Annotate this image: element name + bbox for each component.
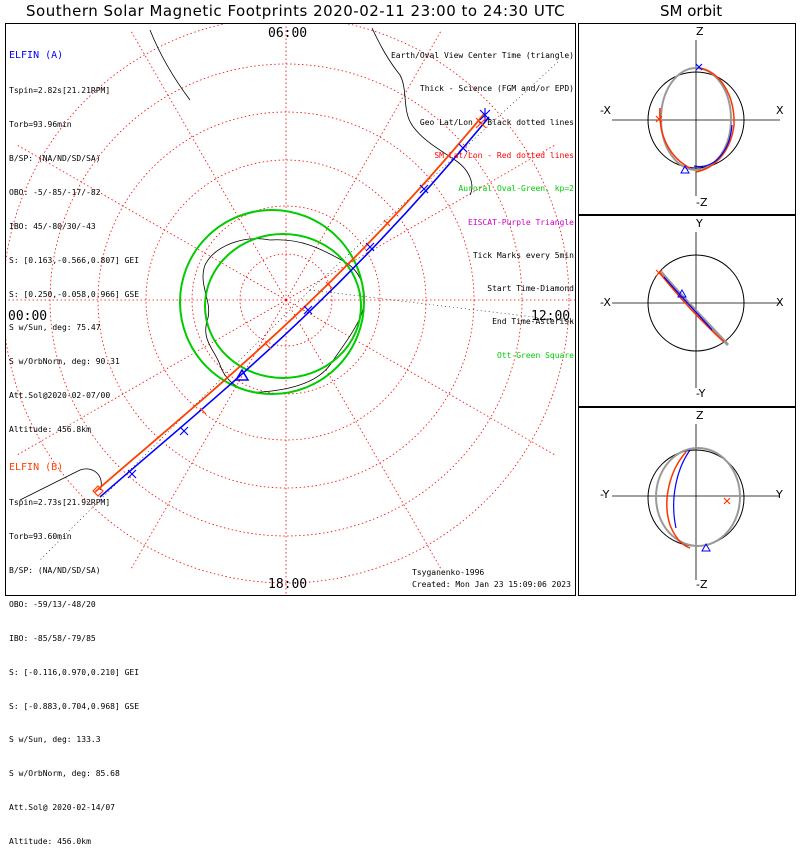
clock-label-18: 18:00 bbox=[268, 577, 308, 592]
orbit-panel-xz bbox=[578, 23, 796, 215]
track-a-ticks bbox=[127, 143, 468, 479]
elfin-b-line: S: [-0.116,0.970,0.210] GEI bbox=[9, 667, 140, 677]
track-b-start-diamond bbox=[92, 485, 104, 497]
elfin-a-line: IBO: 45/-80/30/-43 bbox=[9, 221, 96, 231]
legend-item: Geo Lat/Lon - Black dotted lines bbox=[419, 117, 574, 127]
legend-item: Thick - Science (FGM and/or EPD) bbox=[419, 84, 574, 94]
track-b-end-asterisk bbox=[475, 117, 487, 129]
elfin-a-line: Tspin=2.82s[21.21RPM] bbox=[9, 86, 111, 96]
sm-lat-ring bbox=[239, 253, 333, 347]
model-credit: Tsyganenko-1996 bbox=[412, 568, 485, 577]
orbit-xy bbox=[612, 232, 780, 388]
elfin-a-line: S: [0.163,-0.566,0.807] GEI bbox=[9, 255, 140, 265]
elfin-b-line: S w/OrbNorm, deg: 85.68 bbox=[9, 769, 120, 779]
orbit-xz-bottom-label: -Z bbox=[696, 196, 708, 209]
elfin-a-line: S w/Sun, deg: 75.47 bbox=[9, 323, 101, 333]
orbit-xz-top-label: Z bbox=[696, 25, 704, 38]
legend-item: Earth/Oval View Center Time (triangle) bbox=[390, 51, 574, 61]
orbit-xz-right-label: X bbox=[776, 104, 784, 117]
orbit-plots bbox=[612, 40, 780, 580]
elfin-b-line: Torb=93.60min bbox=[9, 532, 72, 542]
clock-label-06: 06:00 bbox=[268, 26, 308, 41]
orbit-yz bbox=[612, 424, 780, 580]
orbit-title: SM orbit bbox=[660, 2, 723, 20]
elfin-a-line: OBO: -5/-85/-17/-82 bbox=[9, 187, 101, 197]
legend-item: Tick Marks every 5min bbox=[472, 250, 574, 260]
australia-coast bbox=[19, 468, 102, 501]
africa-coast bbox=[149, 29, 191, 101]
auroral-oval bbox=[179, 209, 365, 395]
elfin-b-name: ELFIN (B) bbox=[9, 461, 64, 473]
plot-title: Southern Solar Magnetic Footprints 2020-… bbox=[26, 2, 566, 20]
sm-lat-ring bbox=[191, 205, 381, 395]
elfin-b-line: OBO: -59/13/-48/20 bbox=[9, 599, 96, 609]
clock-label-12: 12:00 bbox=[531, 309, 571, 324]
legend-item: Auroral Oval-Green, kp=2 bbox=[458, 184, 574, 194]
legend-item: End Time-Asterisk bbox=[492, 317, 574, 327]
track-b-ticks bbox=[199, 219, 391, 415]
footprint-plot bbox=[6, 24, 575, 595]
orbit-yz-left-label: -Y bbox=[600, 488, 610, 501]
orbit-xz bbox=[612, 40, 780, 196]
orbit-xy-left-label: -X bbox=[600, 296, 611, 309]
elfin-b-line: B/SP: (NA/ND/SD/SA) bbox=[9, 565, 101, 575]
elfin-b-line: S w/Sun, deg: 133.3 bbox=[9, 735, 101, 745]
elfin-a-info: ELFIN (A) Tspin=2.82s[21.21RPM] Torb=93.… bbox=[9, 26, 139, 447]
elfin-b-line: Att.Sol@ 2020-02-14/07 bbox=[9, 803, 115, 813]
elfin-a-line: S: [0.250,-0.058,0.966] GSE bbox=[9, 289, 140, 299]
legend-item: EISCAT-Purple Triangle bbox=[468, 217, 574, 227]
elfin-a-line: Torb=93.96min bbox=[9, 120, 72, 130]
legend-item: SM Lat/Lon - Red dotted lines bbox=[434, 151, 574, 161]
elfin-a-line: Altitude: 456.8km bbox=[9, 425, 91, 435]
orbit-xy-top-label: Y bbox=[696, 217, 703, 230]
oval-center-triangle bbox=[234, 368, 250, 381]
elfin-b-line: Tspin=2.73s[21.92RPM] bbox=[9, 498, 111, 508]
orbit-yz-right-label: Y bbox=[776, 488, 783, 501]
orbit-panel-xy bbox=[578, 215, 796, 407]
legend-item: Ott-Green Square bbox=[496, 350, 574, 360]
geo-grid bbox=[39, 59, 575, 561]
sm-grid bbox=[6, 24, 575, 595]
orbit-panel-yz bbox=[578, 407, 796, 596]
sm-lat-ring bbox=[6, 24, 570, 584]
legend: Earth/Oval View Center Time (triangle) T… bbox=[391, 28, 574, 372]
elfin-a-name: ELFIN (A) bbox=[9, 49, 64, 61]
elfin-b-line: Altitude: 456.0km bbox=[9, 837, 91, 847]
footprint-plot-frame bbox=[5, 23, 576, 596]
orbit-yz-bottom-label: -Z bbox=[696, 578, 708, 591]
clock-label-00: 00:00 bbox=[8, 309, 48, 324]
elfin-b-line: S: [-0.883,0.704,0.968] GSE bbox=[9, 701, 140, 711]
track-a bbox=[99, 116, 490, 498]
created-stamp: Created: Mon Jan 23 15:09:06 2023 bbox=[412, 580, 571, 589]
elfin-b-line: IBO: -85/58/-79/85 bbox=[9, 633, 96, 643]
south-america-coast bbox=[371, 27, 473, 196]
orbit-xy-bottom-label: -Y bbox=[696, 387, 706, 400]
oval-inner bbox=[204, 233, 362, 379]
orbit-yz-top-label: Z bbox=[696, 409, 704, 422]
orbit-xz-left-label: -X bbox=[600, 104, 611, 117]
elfin-a-line: B/SP: (NA/ND/SD/SA) bbox=[9, 153, 101, 163]
oval-outer bbox=[179, 209, 365, 395]
orbit-xy-right-label: X bbox=[776, 296, 784, 309]
legend-item: Start Time-Diamond bbox=[487, 284, 574, 294]
elfin-a-line: Att.Sol@2020-02-07/00 bbox=[9, 391, 111, 401]
elfin-a-line: S w/OrbNorm, deg: 90.31 bbox=[9, 357, 120, 367]
